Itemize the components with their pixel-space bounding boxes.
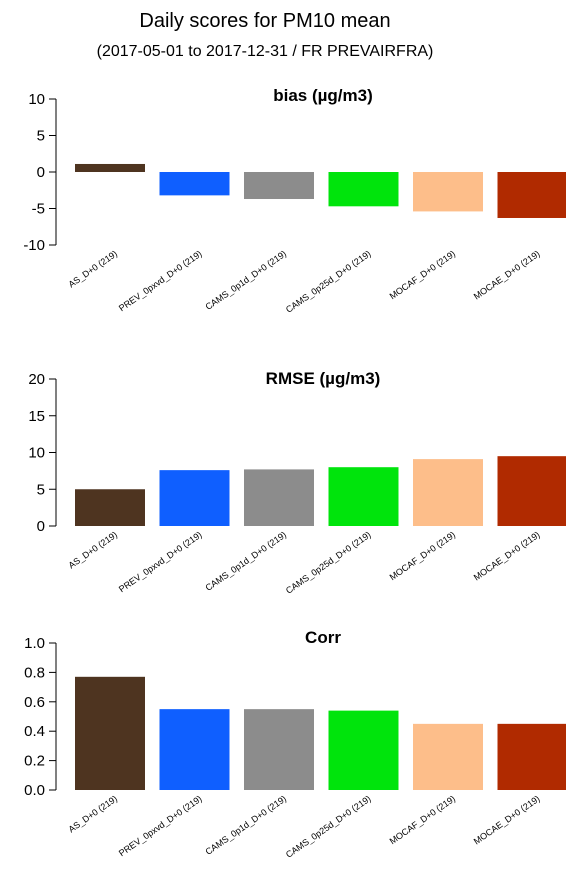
category-label: CAMS_0p1d_D+0 (219)	[204, 248, 289, 311]
panel-title: RMSE (µg/m3)	[266, 369, 381, 388]
category-label: CAMS_0p1d_D+0 (219)	[204, 529, 289, 592]
category-label: AS_D+0 (219)	[66, 248, 119, 289]
figure-title: Daily scores for PM10 mean	[139, 10, 391, 32]
bar-as-d-0-219	[75, 489, 145, 526]
panel-rmse-g-m3: RMSE (µg/m3) 20 15 10 5 0 AS_D+0 (219)PREV_0px…	[28, 369, 566, 596]
y-tick-label: 0.8	[24, 664, 45, 681]
bar-prev-0pxvd-d-0-219	[159, 470, 230, 526]
category-label: MOCAE_D+0 (219)	[472, 248, 542, 301]
category-label: CAMS_0p25d_D+0 (219)	[284, 248, 373, 314]
category-label: CAMS_0p25d_D+0 (219)	[284, 529, 373, 595]
category-label: AS_D+0 (219)	[66, 529, 119, 570]
y-tick-label: 20	[28, 371, 45, 388]
category-label: CAMS_0p1d_D+0 (219)	[204, 793, 289, 856]
y-tick-label: 0.4	[24, 723, 45, 740]
category-label: PREV_0pxvd_D+0 (219)	[117, 793, 204, 858]
y-tick-label: 1.0	[24, 635, 45, 652]
bar-cams-0p1d-d-0-219	[244, 172, 314, 200]
category-label: MOCAF_D+0 (219)	[388, 248, 457, 301]
panel-bias-g-m3: bias (µg/m3) 10 5 0 -5 -10 AS_D+0 (219)PREV_0p…	[23, 86, 566, 315]
y-tick-label: 0.6	[24, 694, 45, 711]
bar-cams-0p1d-d-0-219	[244, 709, 314, 790]
bar-mocae-d-0-219	[497, 172, 566, 218]
bar-prev-0pxvd-d-0-219	[159, 172, 230, 196]
bar-cams-0p25d-d-0-219	[328, 467, 399, 526]
panel-title: Corr	[305, 628, 341, 647]
category-label: MOCAE_D+0 (219)	[472, 793, 542, 846]
bar-mocae-d-0-219	[497, 456, 566, 526]
category-label: MOCAF_D+0 (219)	[388, 793, 457, 846]
category-label: PREV_0pxvd_D+0 (219)	[117, 529, 204, 594]
bar-prev-0pxvd-d-0-219	[159, 709, 230, 790]
y-tick-label: 0.2	[24, 753, 45, 770]
category-label: MOCAF_D+0 (219)	[388, 529, 457, 582]
figure-subtitle: (2017-05-01 to 2017-12-31 / FR PREVAIRFR…	[96, 43, 434, 60]
y-tick-label: 15	[28, 408, 45, 425]
bar-as-d-0-219	[75, 163, 145, 172]
bar-cams-0p1d-d-0-219	[244, 469, 314, 526]
y-tick-label: 5	[37, 481, 45, 498]
panel-corr: Corr 1.0 0.8 0.6 0.4 0.2 0.0 AS_D+0 (219)PREV_0…	[24, 628, 566, 860]
bar-mocaf-d-0-219	[413, 723, 483, 790]
y-tick-label: 0	[37, 518, 45, 535]
category-label: PREV_0pxvd_D+0 (219)	[117, 248, 204, 313]
bar-mocae-d-0-219	[497, 723, 566, 790]
bar-as-d-0-219	[75, 676, 145, 790]
panel-title: bias (µg/m3)	[273, 86, 373, 105]
y-tick-label: 10	[28, 91, 45, 108]
y-tick-label: -5	[32, 201, 45, 218]
bar-cams-0p25d-d-0-219	[328, 710, 399, 790]
y-tick-label: -10	[23, 237, 45, 254]
bar-mocaf-d-0-219	[413, 172, 483, 212]
y-tick-label: 10	[28, 445, 45, 462]
category-label: MOCAE_D+0 (219)	[472, 529, 542, 582]
y-tick-label: 0	[37, 164, 45, 181]
bar-cams-0p25d-d-0-219	[328, 172, 399, 207]
category-label: AS_D+0 (219)	[66, 793, 119, 834]
y-tick-label: 0.0	[24, 782, 45, 799]
category-label: CAMS_0p25d_D+0 (219)	[284, 793, 373, 859]
y-tick-label: 5	[37, 128, 45, 145]
bar-mocaf-d-0-219	[413, 459, 483, 526]
